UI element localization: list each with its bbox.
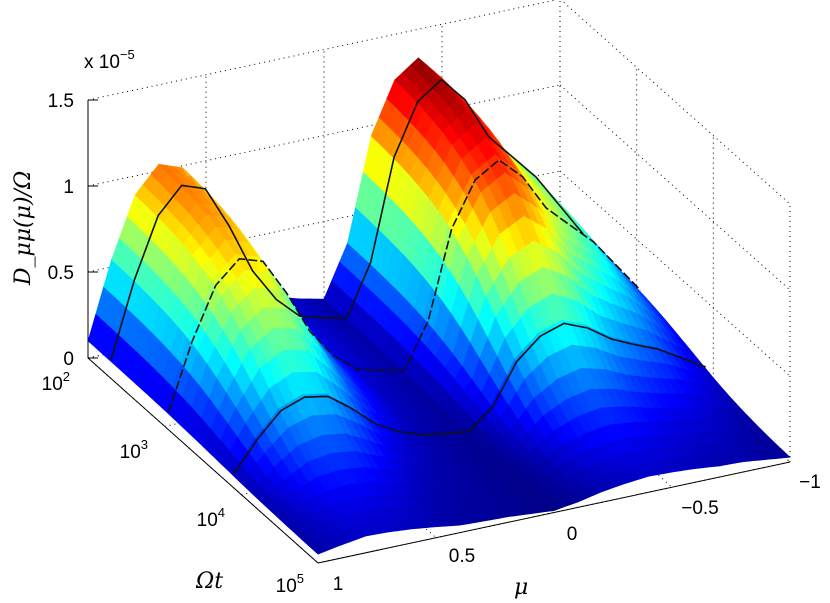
exponent-label: x 10−5	[84, 47, 135, 73]
t-ticks: 102 103 104 105	[42, 369, 304, 597]
mu-axis-title: μ	[514, 575, 528, 600]
grid-line	[87, 0, 558, 101]
z-tick-label: 1	[63, 177, 74, 198]
t-axis-title: Ωt	[195, 569, 223, 594]
z-ticks: 0 0.5 1 1.5	[48, 91, 98, 370]
mu-axis-line	[317, 461, 791, 564]
surface-patch	[771, 447, 791, 459]
mu-tick-label: −1	[799, 472, 821, 493]
mu-ticks: 1 0.5 0 −0.5 −1	[333, 472, 821, 595]
mu-tick-label: 0	[567, 524, 578, 545]
contour-curve	[233, 322, 706, 475]
t-tick-label: 104	[197, 505, 225, 531]
t-tick-label: 105	[276, 571, 304, 597]
z-axis-title: D_μμ(μ)/Ω	[11, 171, 36, 286]
z-tick-label: 1.5	[48, 91, 74, 112]
grid-line	[560, 0, 791, 205]
t-axis-line	[87, 357, 319, 564]
mu-tick-label: 0.5	[449, 546, 475, 567]
t-tick-label: 102	[42, 369, 70, 395]
z-tick-label: 0.5	[48, 263, 74, 284]
contour-curve	[110, 78, 584, 361]
z-tick-label: 0	[63, 349, 74, 370]
contour-curves	[110, 78, 706, 475]
axes	[87, 100, 791, 564]
surface	[87, 57, 791, 555]
contour-curve	[167, 158, 642, 413]
mu-tick-label: 1	[333, 574, 344, 595]
mu-tick-label: −0.5	[681, 498, 719, 519]
t-tick-label: 103	[120, 437, 148, 463]
